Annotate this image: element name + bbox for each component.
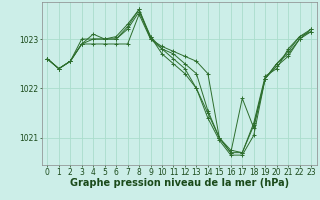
X-axis label: Graphe pression niveau de la mer (hPa): Graphe pression niveau de la mer (hPa) [70,178,289,188]
